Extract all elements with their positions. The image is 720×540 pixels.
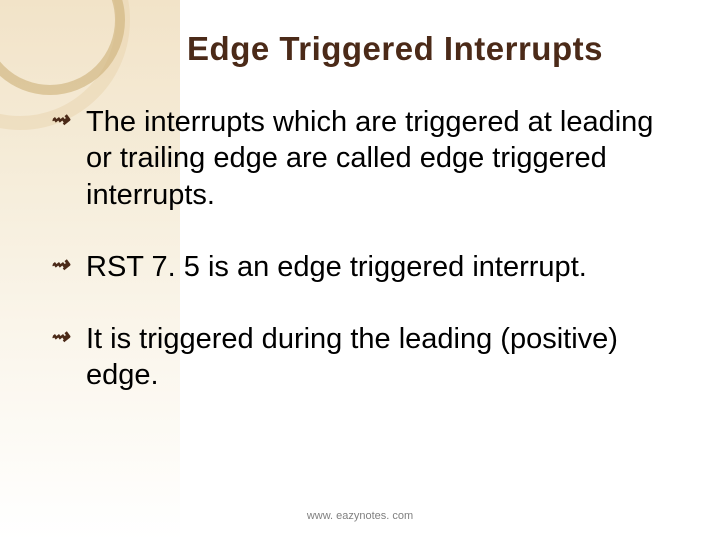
bullet-text: RST 7. 5 is an edge triggered interrupt. (86, 251, 587, 283)
bullet-item: ⇝ It is triggered during the leading (po… (50, 321, 680, 394)
bullet-list: ⇝ The interrupts which are triggered at … (50, 104, 680, 394)
swirl-bullet-icon: ⇝ (50, 323, 69, 352)
swirl-bullet-icon: ⇝ (50, 106, 69, 135)
bullet-text: It is triggered during the leading (posi… (86, 323, 618, 391)
slide-title: Edge Triggered Interrupts (110, 30, 680, 68)
slide-content: Edge Triggered Interrupts ⇝ The interrup… (0, 0, 720, 394)
footer-url: www. eazynotes. com (0, 510, 720, 522)
bullet-item: ⇝ The interrupts which are triggered at … (50, 104, 680, 213)
swirl-bullet-icon: ⇝ (50, 251, 69, 280)
bullet-item: ⇝ RST 7. 5 is an edge triggered interrup… (50, 249, 680, 285)
bullet-text: The interrupts which are triggered at le… (86, 106, 653, 211)
